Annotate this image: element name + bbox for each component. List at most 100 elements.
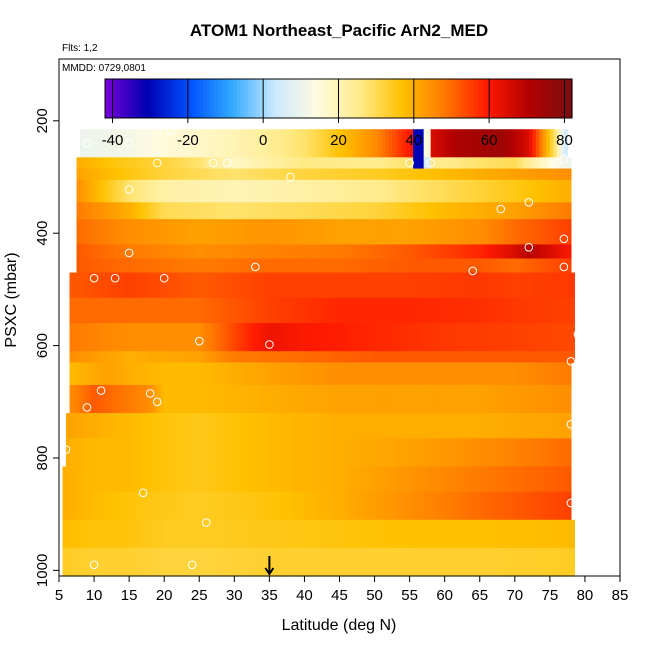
heatmap-cell [332,179,337,203]
heatmap-cell [223,129,228,158]
heatmap-cell [553,547,558,577]
colorbar-segment [293,79,298,118]
heatmap-cell [125,202,130,220]
heatmap-cell [535,179,540,203]
heatmap-cell [455,219,460,246]
heatmap-cell [283,323,288,352]
heatmap-cell [328,466,334,493]
colorbar-tick-label: 40 [405,132,422,149]
heatmap-cell [514,258,519,274]
heatmap-cell [343,157,348,170]
heatmap-cell [132,438,137,468]
heatmap-cell [276,362,281,386]
x-tick-label: 35 [261,587,278,604]
heatmap-cell [479,519,484,549]
heatmap-cell [399,258,404,274]
heatmap-cell [504,323,509,352]
heatmap-cell [427,157,432,170]
heatmap-cell [465,362,470,386]
heatmap-cell [83,297,88,324]
heatmap-cell [381,179,386,203]
sample-marker [96,386,106,395]
sample-markers [61,126,583,570]
heatmap-cell [101,129,106,158]
heatmap-cell [164,219,169,246]
heatmap-cell [486,179,491,203]
heatmap-cell [73,466,78,493]
heatmap-cell [129,384,134,414]
heatmap-cell [469,219,474,246]
heatmap-cell [153,362,158,386]
heatmap-cell [265,384,270,414]
heatmap-cell [553,272,558,299]
heatmap-cell [129,491,134,521]
heatmap-cell [350,202,355,220]
heatmap-cell [244,157,249,170]
heatmap-cell [507,244,512,260]
heatmap-cell [406,519,411,549]
heatmap-cell [101,413,106,439]
heatmap-cell [381,362,386,386]
heatmap-cell [269,258,274,274]
heatmap-cell [469,168,474,181]
heatmap-cell [500,219,505,246]
heatmap-cell [237,547,242,577]
heatmap-cell [374,168,379,181]
heatmap-cell [335,491,341,521]
heatmap-cell [392,413,397,439]
heatmap-cell [146,244,151,260]
heatmap-cell [153,438,158,468]
heatmap-cell [206,519,211,549]
heatmap-cell [392,351,397,364]
colorbar-segment [116,79,121,118]
heatmap-cell [150,157,155,170]
heatmap-cell [202,297,207,324]
heatmap-cell [185,351,190,364]
heatmap-cell [185,362,190,386]
heatmap-cell [378,258,383,274]
heatmap-cell [542,384,547,414]
heatmap-cell [202,547,207,577]
heatmap-cell [160,323,165,352]
heatmap-cell [507,384,512,414]
heatmap-cell [486,258,491,274]
heatmap-cell [406,351,411,364]
heatmap-cell [399,157,404,170]
heatmap-cell [76,413,81,439]
heatmap-cell [535,157,540,170]
heatmap-cell [314,547,320,577]
heatmap-cell [118,297,123,324]
heatmap-cell [150,323,155,352]
heatmap-cell [160,272,165,299]
heatmap-cell [248,466,253,493]
heatmap-cell [314,297,320,324]
heatmap-cell [143,157,148,170]
heatmap-cell [514,323,519,352]
heatmap-cell [549,202,554,220]
heatmap-cell [115,168,120,181]
heatmap-cell [504,179,509,203]
heatmap-cell [395,362,400,386]
heatmap-cell [395,491,400,521]
heatmap-cell [290,491,295,521]
heatmap-cell [525,438,530,468]
heatmap-cell [409,129,414,158]
heatmap-cell [290,297,295,324]
heatmap-cell [122,351,127,364]
colorbar-segment [451,79,456,118]
heatmap-cell [258,351,263,364]
heatmap-cell [272,547,277,577]
heatmap-cell [486,413,491,439]
x-tick-label: 5 [55,587,63,604]
heatmap-cell [367,179,372,203]
heatmap-cell [269,466,274,493]
heatmap-cell [343,244,348,260]
heatmap-cell [230,519,235,549]
heatmap-cell [258,219,263,246]
heatmap-cell [248,413,253,439]
heatmap-cell [546,362,551,386]
heatmap-cell [441,547,446,577]
heatmap-cell [248,258,253,274]
colorbar-segment [357,79,362,118]
heatmap-cell [297,519,302,549]
